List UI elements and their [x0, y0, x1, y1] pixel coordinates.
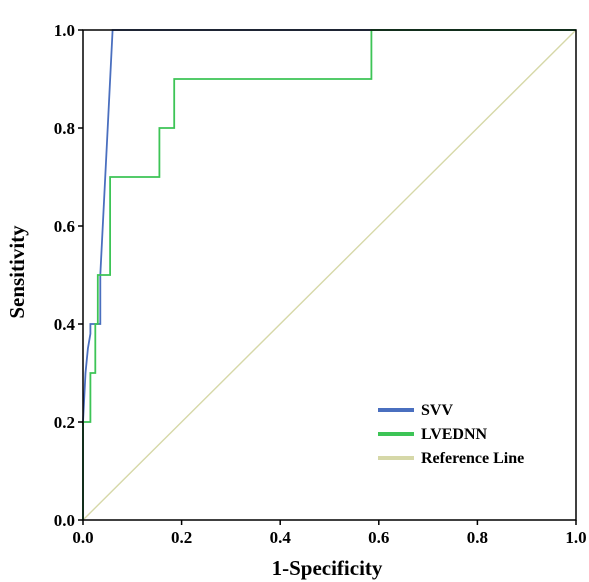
- series-line-svv: [82, 29, 576, 520]
- y-axis-title: Sensitivity: [5, 225, 29, 319]
- x-tick-label: 0.2: [171, 528, 192, 547]
- legend-label-lvednn: LVEDNN: [421, 426, 488, 443]
- y-tick-label: 0.8: [54, 119, 75, 138]
- x-axis-title: 1-Specificity: [272, 556, 383, 580]
- legend-label-svv: SVV: [421, 402, 453, 419]
- y-tick-label: 0.0: [54, 511, 75, 530]
- plot-frame: [82, 29, 577, 521]
- y-tick-label: 0.4: [54, 315, 76, 334]
- series-layer: [82, 29, 577, 521]
- x-tick-label: 0.4: [270, 528, 292, 547]
- legend-label-reference-line: Reference Line: [421, 450, 524, 467]
- x-tick-label: 0.8: [467, 528, 488, 547]
- y-tick-label: 1.0: [54, 21, 75, 40]
- ticks-layer: 0.0 0.2 0.4 0.6 0.8 1.0 0.0 0.2 0.4 0.6 0.8 1.0: [54, 21, 587, 547]
- x-tick-label: 0.6: [368, 528, 389, 547]
- x-tick-label: 1.0: [565, 528, 586, 547]
- legend: SVV LVEDNN Reference Line: [378, 402, 524, 467]
- y-tick-label: 0.6: [54, 217, 75, 236]
- x-tick-label: 0.0: [72, 528, 93, 547]
- series-line-lvednn: [82, 29, 576, 520]
- series-line-reference-line: [82, 29, 577, 521]
- y-tick-label: 0.2: [54, 413, 75, 432]
